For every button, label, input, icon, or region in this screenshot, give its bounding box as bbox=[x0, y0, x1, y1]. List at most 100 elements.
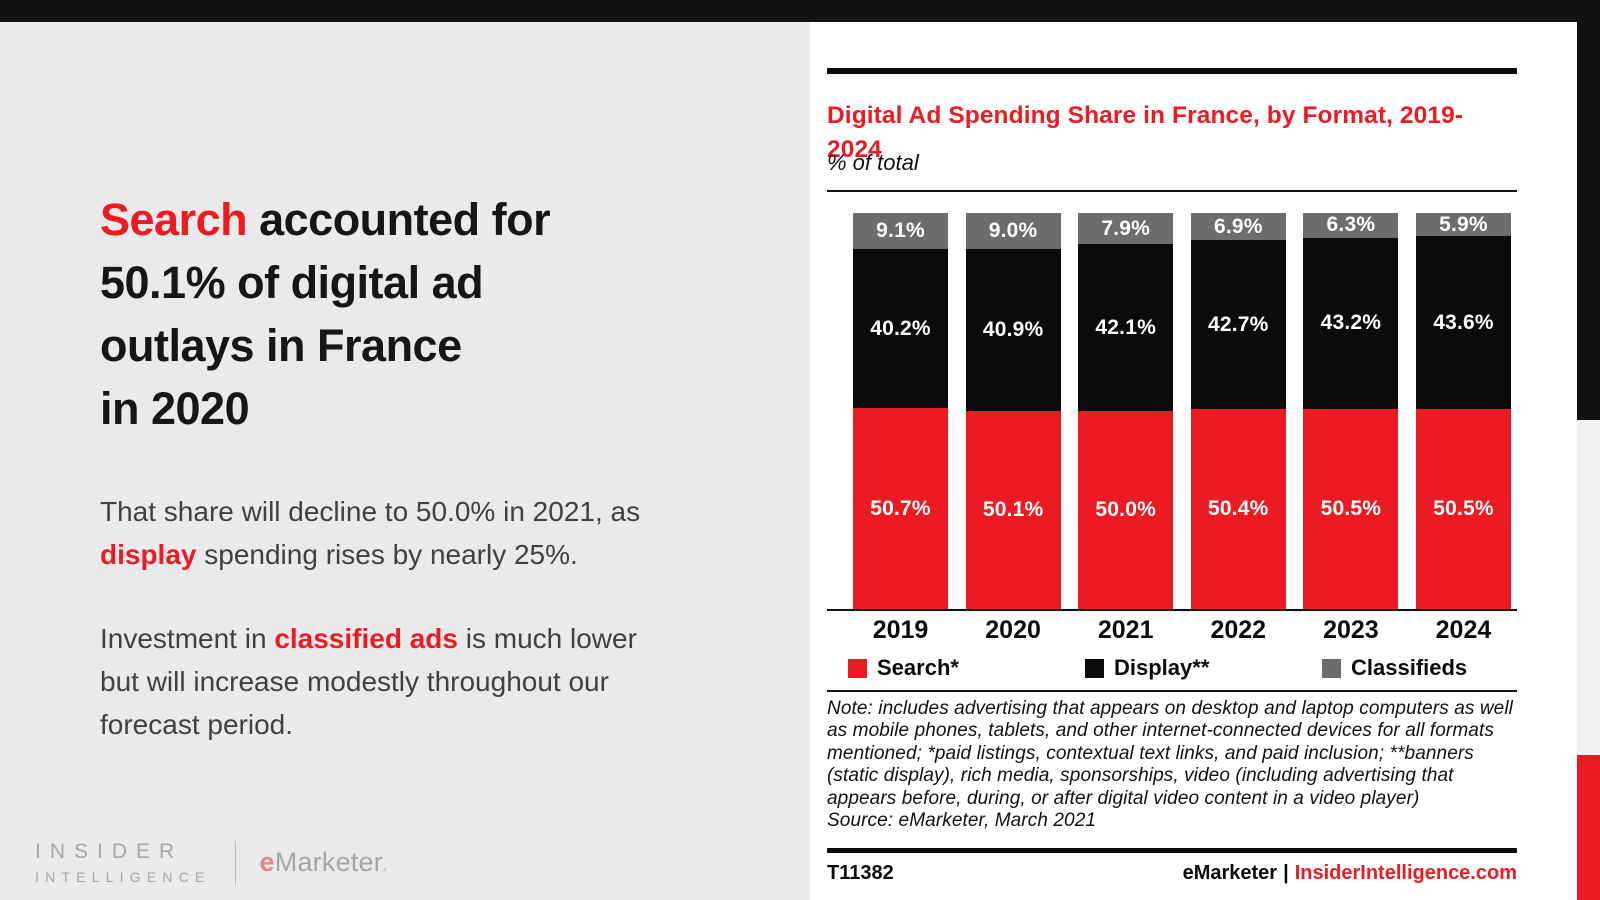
legend-item-classifieds: Classifieds bbox=[1322, 655, 1467, 681]
x-tick-2022: 2022 bbox=[1210, 616, 1267, 644]
footer-separator: | bbox=[1283, 862, 1289, 884]
bar-value-label: 9.1% bbox=[876, 219, 925, 243]
x-tick-2019: 2019 bbox=[872, 616, 929, 644]
legend-swatch-icon bbox=[1085, 658, 1104, 678]
chart-id: T11382 bbox=[827, 862, 894, 884]
bar-segment-classifieds-2021: 7.9% bbox=[1078, 213, 1174, 245]
edge-strip-black bbox=[1577, 22, 1600, 420]
bar-segment-display-2023: 43.2% bbox=[1303, 237, 1399, 409]
bar-2019: 9.1% 40.2% 50.7% bbox=[853, 213, 948, 609]
bar-value-label: 43.6% bbox=[1433, 310, 1494, 334]
text-line: 50.1% of digital ad bbox=[100, 251, 740, 314]
text-segment: in 2020 bbox=[100, 383, 250, 435]
text-segment: forecast period. bbox=[100, 709, 293, 740]
text-line: Search accounted for bbox=[100, 188, 740, 251]
bar-value-label: 9.0% bbox=[988, 218, 1038, 242]
insider-intelligence-emarketer-logo: INSIDER INTELLIGENCE eMarketer. bbox=[35, 840, 389, 885]
text-line: forecast period. bbox=[100, 703, 760, 746]
footer-brand-links: eMarketer | InsiderIntelligence.com bbox=[1183, 862, 1517, 885]
bar-value-label: 7.9% bbox=[1101, 216, 1151, 240]
bar-2020: 9.0% 40.9% 50.1% bbox=[965, 213, 1061, 609]
x-tick-2020: 2020 bbox=[985, 616, 1041, 644]
logo-line-intelligence: INTELLIGENCE bbox=[35, 869, 211, 885]
bar-segment-display-2024: 43.6% bbox=[1415, 236, 1511, 409]
bar-segment-display-2022: 42.7% bbox=[1190, 240, 1286, 410]
logo-line-insider: INSIDER bbox=[35, 840, 184, 863]
x-tick-2024: 2024 bbox=[1435, 616, 1492, 644]
bar-value-label: 50.7% bbox=[870, 496, 931, 520]
x-tick-2023: 2023 bbox=[1323, 616, 1379, 644]
text-segment: is much lower bbox=[457, 623, 637, 654]
right-edge-strip bbox=[1577, 22, 1600, 900]
highlighted-text: classified ads bbox=[274, 623, 458, 654]
bar-value-label: 50.1% bbox=[982, 497, 1044, 521]
body-paragraph-1: That share will decline to 50.0% in 2021… bbox=[100, 490, 760, 576]
legend-label: Search* bbox=[877, 655, 959, 680]
bar-value-label: 40.2% bbox=[870, 316, 931, 340]
text-line: Investment in classified ads is much low… bbox=[100, 617, 760, 660]
top-bar bbox=[0, 0, 1600, 22]
text-segment: accounted for bbox=[247, 194, 551, 246]
chart-note: Note: includes advertising that appears … bbox=[827, 698, 1517, 832]
legend-label: Display** bbox=[1114, 655, 1210, 680]
bar-2021: 7.9% 42.1% 50.0% bbox=[1078, 213, 1174, 609]
chart-legend: Search* Display** Classifieds bbox=[848, 655, 1467, 681]
bar-value-label: 43.2% bbox=[1320, 311, 1382, 335]
bar-value-label: 6.3% bbox=[1326, 213, 1376, 237]
text-line: That share will decline to 50.0% in 2021… bbox=[100, 490, 760, 533]
bar-value-label: 5.9% bbox=[1439, 212, 1488, 236]
highlighted-text: display bbox=[100, 539, 197, 570]
bar-segment-display-2021: 42.1% bbox=[1078, 244, 1174, 411]
chart-subtitle: % of total bbox=[827, 150, 919, 175]
insider-intelligence-wordmark: INSIDER INTELLIGENCE bbox=[35, 840, 211, 885]
text-segment: 50.1% of digital ad bbox=[100, 257, 484, 309]
bar-segment-classifieds-2019: 9.1% bbox=[853, 213, 948, 250]
text-panel: Search accounted for 50.1% of digital ad o… bbox=[0, 22, 810, 900]
text-line: display spending rises by nearly 25%. bbox=[100, 533, 760, 576]
headline: Search accounted for 50.1% of digital ad o… bbox=[100, 188, 740, 440]
bar-segment-classifieds-2024: 5.9% bbox=[1415, 212, 1511, 237]
emarketer-rest: Marketer bbox=[274, 847, 382, 877]
bar-value-label: 42.1% bbox=[1095, 315, 1156, 339]
legend-swatch-icon bbox=[1322, 658, 1341, 678]
source-text: Source: eMarketer, March 2021 bbox=[827, 810, 1097, 832]
bar-segment-display-2019: 40.2% bbox=[853, 249, 948, 409]
edge-strip-gray bbox=[1577, 420, 1600, 755]
bar-segment-display-2020: 40.9% bbox=[965, 248, 1061, 411]
bar-value-label: 50.0% bbox=[1095, 497, 1156, 521]
bar-value-label: 6.9% bbox=[1213, 214, 1263, 238]
bar-segment-search-2022: 50.4% bbox=[1190, 409, 1286, 609]
bar-value-label: 42.7% bbox=[1208, 312, 1269, 336]
title-top-rule bbox=[827, 68, 1517, 74]
subtitle-rule bbox=[827, 190, 1517, 192]
bar-segment-classifieds-2020: 9.0% bbox=[965, 213, 1061, 249]
highlighted-text: Search bbox=[100, 194, 248, 246]
footer-insider-intelligence-link[interactable]: InsiderIntelligence.com bbox=[1294, 862, 1517, 884]
bar-2024: 5.9% 43.6% 50.5% bbox=[1415, 212, 1511, 609]
footer-rule bbox=[827, 848, 1517, 853]
emarketer-dot: . bbox=[381, 847, 390, 877]
chart-footer: T11382 eMarketer | InsiderIntelligence.com bbox=[827, 862, 1517, 885]
bar-segment-search-2021: 50.0% bbox=[1078, 410, 1174, 609]
legend-swatch-icon bbox=[848, 658, 867, 678]
text-segment: but will increase modestly throughout ou… bbox=[100, 666, 609, 697]
bar-segment-search-2019: 50.7% bbox=[853, 408, 948, 609]
legend-item-search: Search* bbox=[848, 655, 1085, 681]
logo-divider bbox=[234, 840, 236, 885]
legend-item-display: Display** bbox=[1085, 655, 1322, 681]
bar-segment-classifieds-2023: 6.3% bbox=[1303, 213, 1399, 238]
bar-segment-search-2024: 50.5% bbox=[1415, 409, 1511, 609]
bar-segment-search-2023: 50.5% bbox=[1303, 409, 1399, 609]
bar-segment-search-2020: 50.1% bbox=[965, 410, 1061, 609]
emarketer-e: e bbox=[259, 847, 275, 877]
legend-label: Classifieds bbox=[1351, 655, 1468, 680]
body-paragraph-2: Investment in classified ads is much low… bbox=[100, 617, 760, 746]
bar-value-label: 40.9% bbox=[982, 317, 1044, 341]
footer-emarketer: eMarketer bbox=[1182, 862, 1278, 884]
text-line: but will increase modestly throughout ou… bbox=[100, 660, 760, 703]
text-segment: outlays in France bbox=[100, 320, 462, 372]
plot-area: 9.1% 40.2% 50.7% 9.0% 40.9% 50.1% 7.9% 42.1% 50.… bbox=[827, 213, 1517, 609]
emarketer-wordmark: eMarketer. bbox=[260, 847, 390, 878]
bar-value-label: 50.5% bbox=[1433, 496, 1494, 520]
